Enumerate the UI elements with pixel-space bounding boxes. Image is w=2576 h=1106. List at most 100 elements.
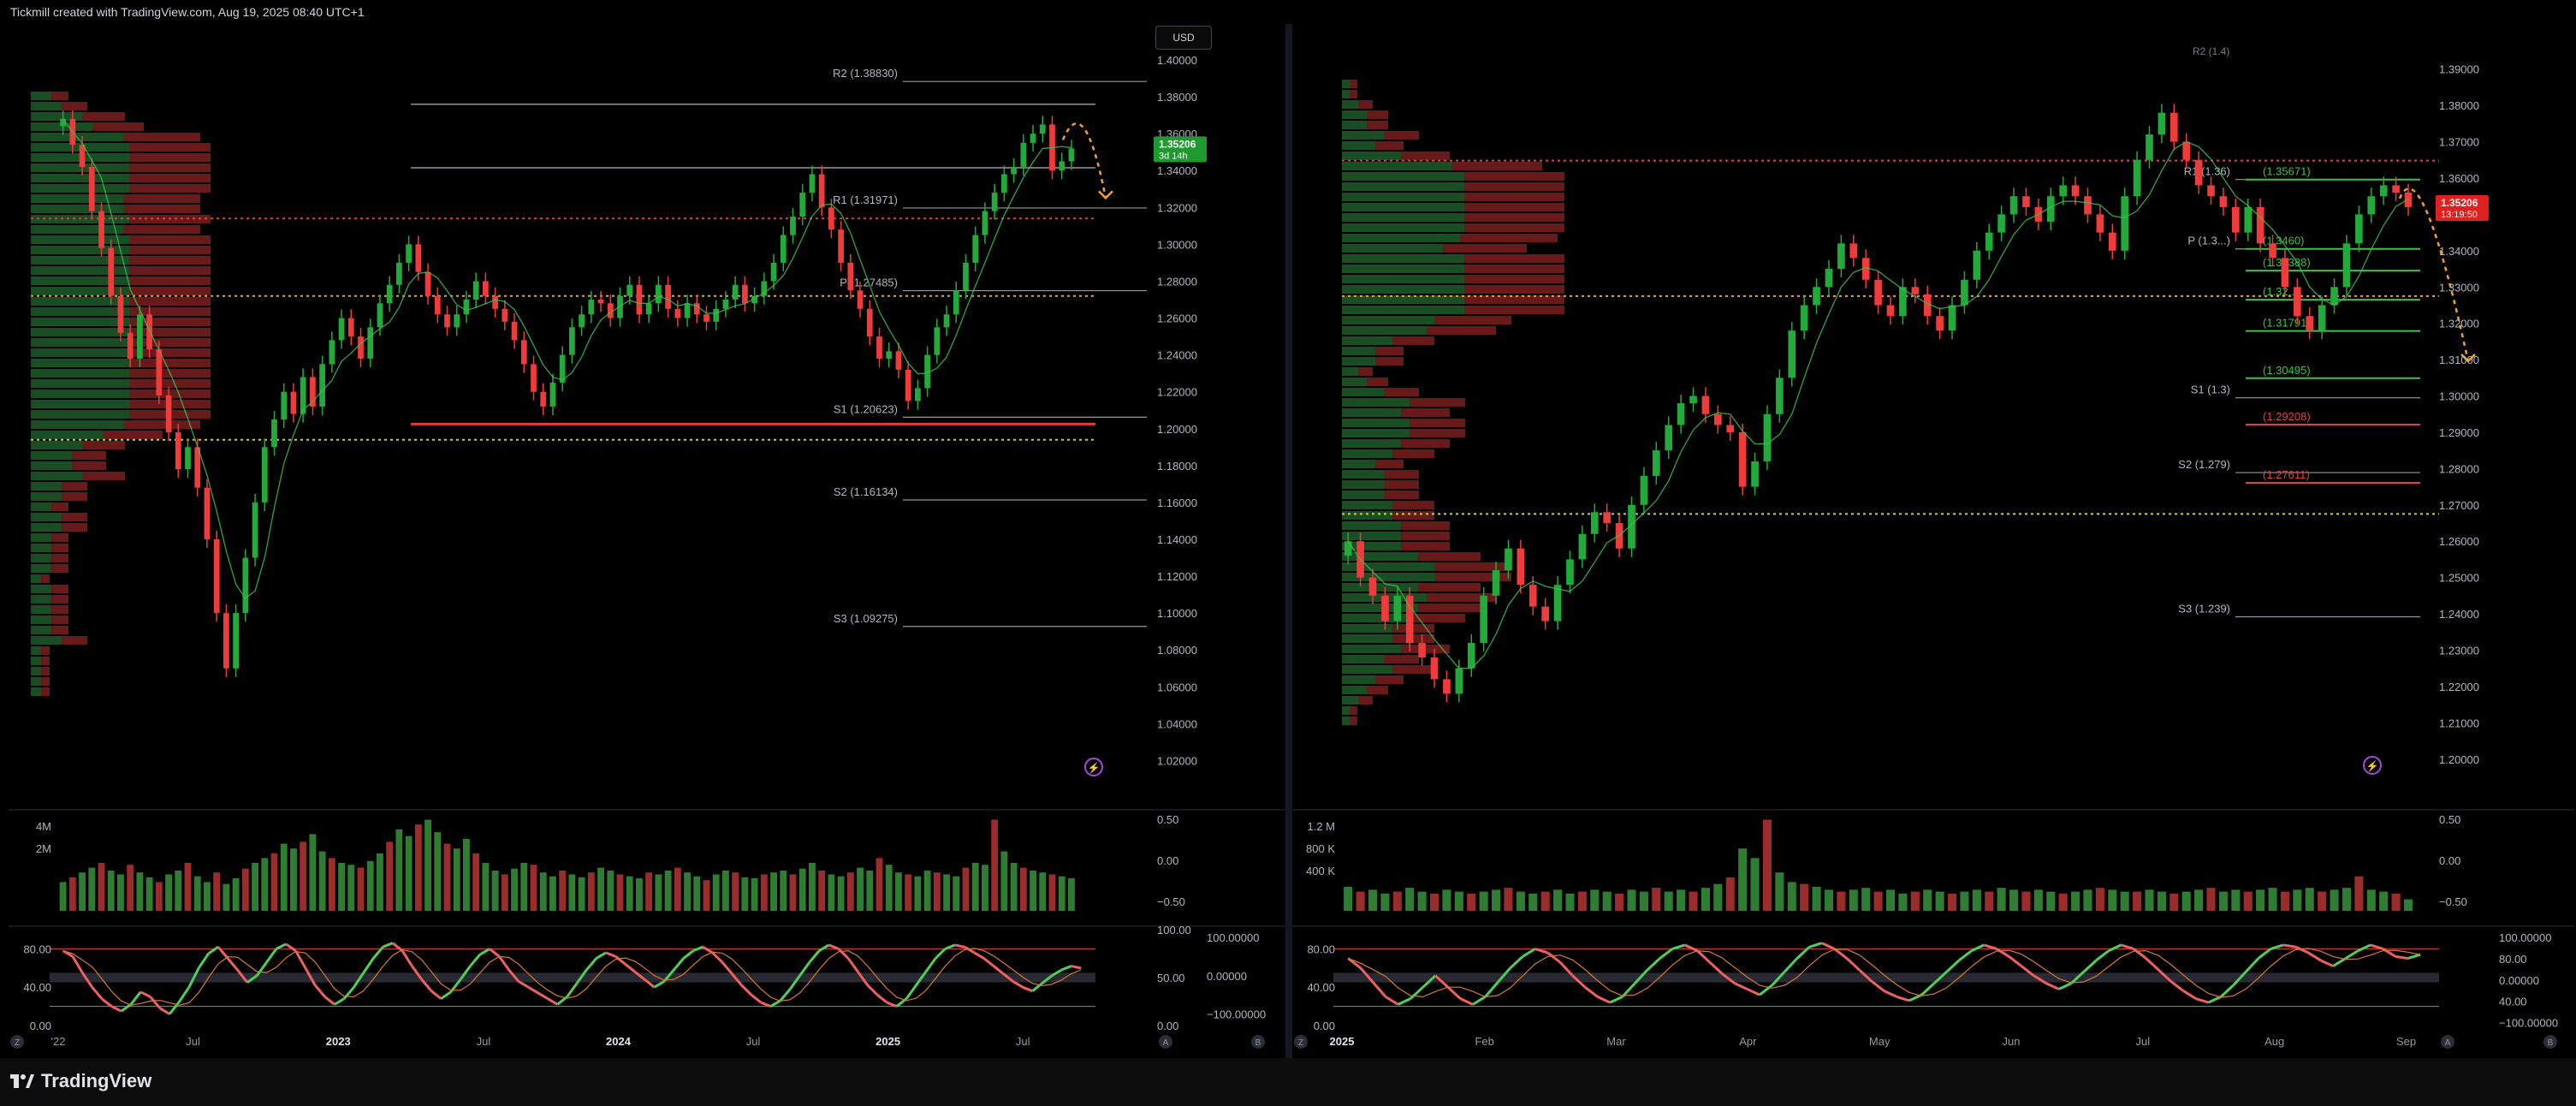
axis-button-a [1159, 1035, 1172, 1049]
candle-down [415, 244, 422, 272]
volume-bar [1467, 893, 1476, 911]
candle-down [2219, 196, 2228, 207]
candle-up [1505, 548, 1512, 571]
volume-bar [1504, 888, 1513, 911]
time-axis-tick: 2024 [606, 1035, 632, 1048]
oscillator-segment [1434, 974, 1449, 989]
volume-profile-bar-up [1342, 614, 1410, 622]
volume-bar [1812, 887, 1821, 911]
candle-down [2281, 258, 2289, 288]
chart-pane-left[interactable]: R2 (1.38830) R1 (1.31971) P (1.27485) S1 (1… [9, 24, 1286, 1058]
volume-bar [875, 858, 883, 911]
volume-bar [127, 865, 134, 911]
candle-down [742, 284, 748, 304]
pivot-label: S3 (1.09275) [834, 612, 898, 625]
volume-profile-bar-down [1392, 665, 1434, 674]
volume-profile-bar-down [1410, 419, 1465, 427]
price-axis-tick: 1.26000 [2439, 535, 2479, 548]
chart-pane-right[interactable]: R1 (1.36) (1.35671) P (1.3...) (1.3460) (1.3… [1292, 24, 2574, 1058]
volume-profile-bar-down [51, 626, 68, 634]
price-axis-tick: 1.28000 [1157, 275, 1197, 288]
volume-profile-bar-down [51, 544, 68, 552]
volume-bar [2366, 889, 2376, 911]
oscillator-segment [2008, 955, 2022, 967]
volume-profile-bar-up [31, 646, 42, 655]
volume-profile-bar-up [31, 554, 52, 562]
volume-bar [1368, 889, 1378, 911]
volume-bar [1873, 891, 1883, 911]
volume-bar [184, 863, 192, 911]
candle-down [1874, 279, 1882, 306]
oscillator-segment [2121, 943, 2134, 950]
volume-profile-bar-down [123, 420, 200, 429]
volume-profile-bar-up [31, 410, 130, 419]
oscillator-segment [217, 946, 229, 960]
candle-down [1911, 287, 1920, 294]
candle-up [972, 235, 979, 263]
volume-profile-bar-up [31, 441, 83, 449]
volume-profile-bar-down [123, 205, 200, 213]
price-axis-tick: 1.12000 [1157, 570, 1197, 583]
candle-down [444, 314, 450, 328]
oscillator-segment [876, 993, 888, 1004]
candle-down [290, 391, 297, 414]
currency-button[interactable]: USD [1155, 26, 1212, 50]
pane-divider[interactable] [1285, 24, 1292, 1058]
oscillator-segment [924, 957, 937, 973]
volume-bar [636, 877, 643, 911]
volume-bar [2293, 889, 2302, 911]
volume-profile-bar-up [31, 184, 130, 193]
chart-svg-right[interactable]: R1 (1.36) (1.35671)P (1.3...) (1.3460)(1.3… [1292, 24, 2574, 1058]
volume-bar [395, 829, 403, 911]
volume-bar [2058, 893, 2068, 911]
volume-bar [1677, 889, 1686, 911]
volume-profile-bar-up [31, 677, 42, 686]
candle-down [146, 314, 152, 350]
volume-bar [2083, 889, 2092, 911]
candle-up [915, 388, 921, 401]
volume-bar [1392, 891, 1402, 911]
tradingview-logo[interactable]: TradingView [10, 1070, 151, 1092]
volume-profile-bar-up [1342, 491, 1385, 499]
oscillator-segment [1721, 972, 1736, 984]
oscillator-segment [1472, 996, 1487, 1006]
chart-svg-left[interactable]: R2 (1.38830)R1 (1.31971)P (1.27485)S1 (1… [9, 24, 1285, 1058]
oscillator-segment [886, 1001, 898, 1008]
oscillator-segment [2082, 959, 2098, 973]
volume-bar [1577, 891, 1587, 911]
volume-profile-bar-up [1342, 449, 1393, 458]
volume-bar [1960, 891, 1969, 911]
candle-up [588, 300, 595, 315]
volume-bar [1479, 891, 1488, 911]
volume-profile-bar-down [41, 687, 50, 696]
volume-profile-bar-down [123, 194, 200, 203]
price-axis-tick: 1.38000 [1157, 91, 1197, 104]
volume-profile-bar-up [31, 605, 52, 614]
pivot-label: (1.31791) [2263, 317, 2311, 330]
oscillator-segment [1397, 997, 1411, 1006]
oscillator-segment [2070, 971, 2085, 984]
oscillator-band [50, 972, 1095, 983]
candle-down [175, 432, 181, 470]
volume-profile-bar-up [1342, 655, 1385, 663]
volume-profile-bar-up [31, 626, 52, 634]
price-axis-tick: 1.38000 [2439, 99, 2479, 112]
volume-profile-bar-up [1342, 223, 1464, 232]
volume-profile-bar-down [1358, 696, 1373, 705]
volume-profile-bar-up [1342, 254, 1464, 263]
volume-bar [309, 834, 317, 911]
candle-up [1001, 174, 1007, 193]
pivot-label: S3 (1.239) [2178, 602, 2230, 615]
volume-profile-bar-down [1375, 347, 1404, 355]
candle-up [300, 377, 306, 414]
price-axis-tick: 1.28000 [2439, 462, 2479, 475]
volume-profile-bar-down [129, 266, 211, 275]
volume-bar [684, 872, 691, 911]
volume-bar [88, 867, 96, 911]
oscillator-segment [285, 942, 297, 952]
volume-profile-bar-down [62, 513, 87, 521]
candle-down [2182, 141, 2191, 160]
oscillator-segment [2045, 982, 2060, 990]
candle-down [434, 295, 441, 315]
volume-bar [1935, 891, 1944, 911]
